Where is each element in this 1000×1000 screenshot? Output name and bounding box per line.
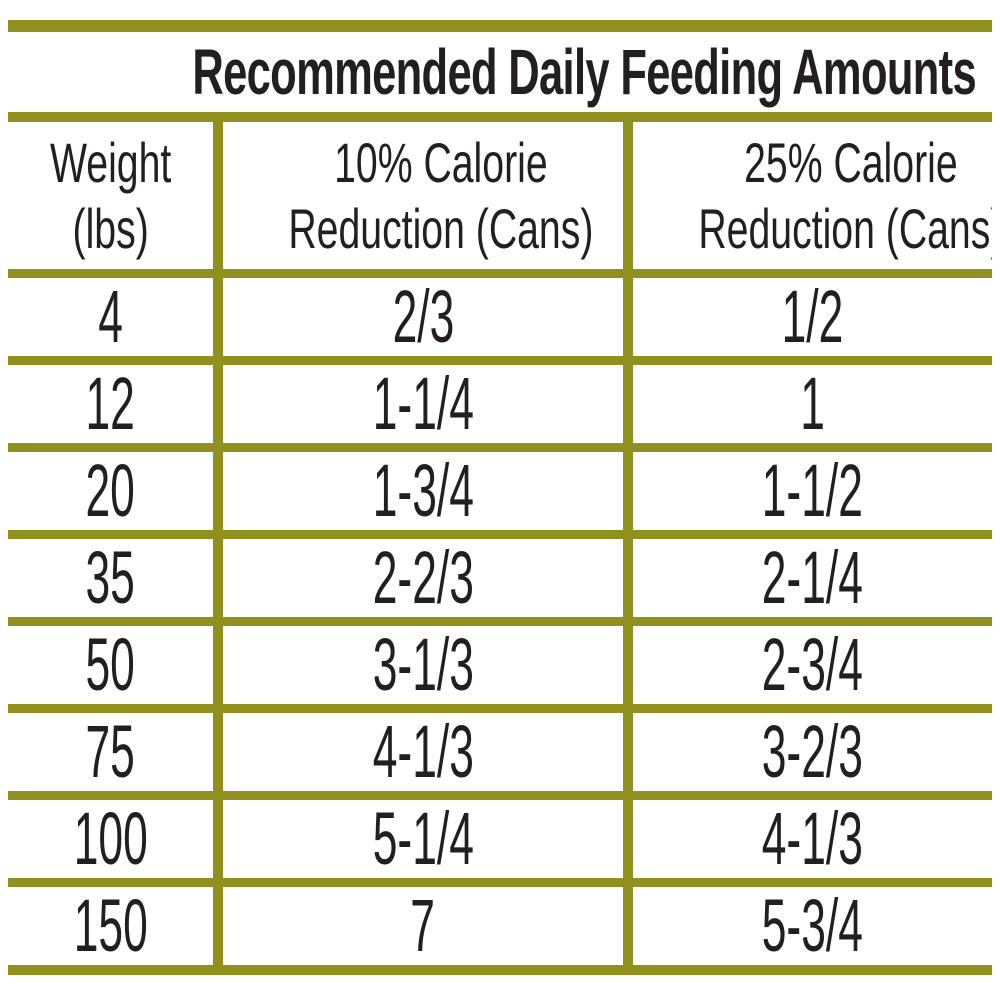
table-row: 20 1-3/4 1-1/2 — [8, 452, 992, 539]
header-10pct-line1: 10% Calorie — [334, 130, 548, 194]
cans-25pct-cell: 1 — [633, 365, 992, 452]
weight-cell: 12 — [8, 365, 213, 452]
cans-25pct-value: 4-1/3 — [761, 800, 864, 880]
header-25pct-reduction: 25% Calorie Reduction (Cans) — [633, 122, 992, 278]
weight-value: 75 — [85, 713, 136, 793]
header-weight-line1: Weight — [49, 130, 172, 194]
header-25pct-line2: Reduction (Cans) — [698, 196, 992, 260]
cans-10pct-cell: 4-1/3 — [213, 713, 633, 800]
cans-25pct-value: 1 — [800, 365, 825, 445]
table-row: 150 7 5-3/4 — [8, 887, 992, 975]
header-25pct-line1: 25% Calorie — [744, 130, 958, 194]
cans-10pct-cell: 1-3/4 — [213, 452, 633, 539]
cans-10pct-cell: 2-2/3 — [213, 539, 633, 626]
cans-10pct-value: 7 — [410, 887, 436, 967]
cans-10pct-cell: 3-1/3 — [213, 626, 633, 713]
cans-25pct-cell: 1-1/2 — [633, 452, 992, 539]
weight-value: 35 — [85, 539, 136, 619]
weight-cell: 50 — [8, 626, 213, 713]
cans-25pct-cell: 3-2/3 — [633, 713, 992, 800]
table-row: 50 3-1/3 2-3/4 — [8, 626, 992, 713]
table-header-row: Weight (lbs) 10% Calorie Reduction (Cans… — [8, 122, 992, 278]
feeding-table: Recommended Daily Feeding Amounts Weight… — [8, 20, 992, 975]
table-title: Recommended Daily Feeding Amounts — [192, 36, 976, 108]
cans-25pct-cell: 2-3/4 — [633, 626, 992, 713]
header-10pct-line2: Reduction (Cans) — [288, 196, 594, 260]
table-row: 12 1-1/4 1 — [8, 365, 992, 452]
header-10pct-reduction: 10% Calorie Reduction (Cans) — [213, 122, 633, 278]
cans-25pct-cell: 5-3/4 — [633, 887, 992, 975]
cans-25pct-value: 1-1/2 — [761, 452, 864, 532]
weight-value: 50 — [85, 626, 136, 706]
cans-25pct-value: 5-3/4 — [761, 887, 864, 967]
weight-value: 20 — [85, 452, 136, 532]
cans-25pct-value: 3-2/3 — [761, 713, 864, 793]
cans-10pct-cell: 7 — [213, 887, 633, 975]
cans-10pct-cell: 2/3 — [213, 278, 633, 365]
cans-25pct-cell: 4-1/3 — [633, 800, 992, 887]
cans-10pct-cell: 5-1/4 — [213, 800, 633, 887]
cans-25pct-cell: 2-1/4 — [633, 539, 992, 626]
cans-25pct-value: 2-3/4 — [761, 626, 864, 706]
weight-cell: 35 — [8, 539, 213, 626]
weight-value: 12 — [85, 365, 136, 445]
weight-cell: 100 — [8, 800, 213, 887]
cans-10pct-cell: 1-1/4 — [213, 365, 633, 452]
weight-value: 4 — [98, 278, 123, 358]
weight-cell: 75 — [8, 713, 213, 800]
table-title-cell: Recommended Daily Feeding Amounts — [8, 32, 992, 122]
cans-10pct-value: 1-3/4 — [372, 452, 474, 532]
header-weight-line2: (lbs) — [72, 196, 149, 260]
cans-10pct-value: 2/3 — [392, 278, 454, 358]
weight-value: 100 — [73, 800, 148, 880]
weight-cell: 4 — [8, 278, 213, 365]
cans-10pct-value: 5-1/4 — [372, 800, 474, 880]
table-row: 100 5-1/4 4-1/3 — [8, 800, 992, 887]
table-row: 4 2/3 1/2 — [8, 278, 992, 365]
table-row: 35 2-2/3 2-1/4 — [8, 539, 992, 626]
cans-10pct-value: 4-1/3 — [372, 713, 474, 793]
weight-cell: 150 — [8, 887, 213, 975]
weight-cell: 20 — [8, 452, 213, 539]
table-title-row: Recommended Daily Feeding Amounts — [8, 32, 992, 122]
cans-25pct-cell: 1/2 — [633, 278, 992, 365]
cans-10pct-value: 2-2/3 — [372, 539, 474, 619]
table-row: 75 4-1/3 3-2/3 — [8, 713, 992, 800]
cans-10pct-value: 1-1/4 — [372, 365, 474, 445]
cans-25pct-value: 2-1/4 — [761, 539, 864, 619]
cans-25pct-value: 1/2 — [781, 278, 844, 358]
weight-value: 150 — [73, 887, 148, 967]
cans-10pct-value: 3-1/3 — [372, 626, 474, 706]
header-weight: Weight (lbs) — [8, 122, 213, 278]
